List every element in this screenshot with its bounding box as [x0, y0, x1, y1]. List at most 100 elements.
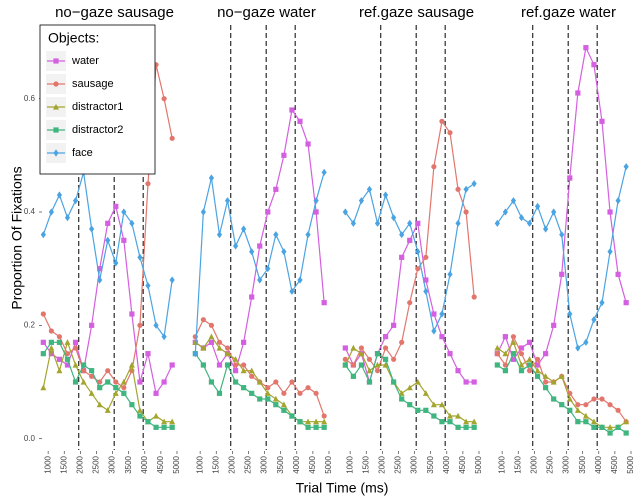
marker	[97, 266, 103, 272]
marker	[559, 271, 565, 277]
marker	[518, 368, 525, 374]
marker	[559, 402, 565, 408]
marker	[615, 271, 621, 277]
marker	[391, 379, 397, 385]
marker	[105, 220, 111, 226]
x-tick-label: 3000	[410, 455, 419, 473]
marker	[447, 130, 453, 136]
marker	[137, 253, 143, 261]
legend: Objects: water sausage distractor1 distracto…	[39, 24, 156, 175]
marker	[256, 378, 263, 385]
marker	[575, 344, 581, 352]
marker	[169, 418, 176, 425]
legend-label: face	[72, 147, 93, 159]
marker	[121, 208, 127, 216]
marker	[48, 344, 55, 351]
marker	[583, 45, 589, 51]
marker	[153, 412, 160, 419]
marker	[281, 248, 287, 256]
marker	[305, 231, 311, 239]
marker	[415, 266, 421, 272]
marker	[305, 141, 311, 147]
marker	[423, 277, 429, 283]
marker	[399, 231, 405, 239]
marker	[615, 407, 621, 413]
series-line	[496, 352, 627, 434]
marker	[216, 344, 223, 351]
marker	[80, 368, 87, 374]
marker	[599, 118, 605, 124]
series-line	[344, 183, 475, 333]
x-tick-label: 1500	[211, 455, 220, 473]
marker	[455, 368, 461, 374]
marker	[550, 378, 557, 385]
legend-label: distractor1	[72, 101, 123, 113]
marker	[121, 390, 127, 396]
x-tick-label: 3500	[426, 455, 435, 473]
marker	[56, 356, 63, 362]
marker	[297, 419, 303, 425]
marker	[297, 276, 303, 284]
facet-title: ref.gaze sausage	[359, 4, 474, 21]
marker	[607, 209, 613, 215]
marker	[208, 322, 215, 328]
marker	[137, 413, 143, 419]
marker	[89, 322, 95, 328]
marker	[145, 419, 151, 425]
marker	[623, 163, 629, 171]
marker	[510, 197, 517, 205]
marker	[526, 362, 533, 368]
marker	[129, 219, 135, 227]
marker	[161, 424, 167, 430]
marker	[248, 367, 255, 374]
marker	[161, 379, 167, 385]
marker	[431, 327, 437, 335]
marker	[455, 186, 461, 192]
x-tick-label: 3500	[276, 455, 285, 473]
marker	[200, 317, 206, 323]
x-tick-label: 1500	[59, 455, 68, 473]
marker	[582, 412, 589, 419]
marker	[313, 390, 319, 396]
marker	[113, 203, 119, 209]
marker	[415, 248, 421, 256]
marker	[455, 412, 462, 419]
marker	[224, 197, 231, 205]
marker	[265, 396, 271, 402]
marker	[471, 424, 477, 430]
marker	[518, 214, 525, 222]
marker	[494, 351, 500, 357]
marker	[502, 334, 508, 340]
x-tick-label: 4000	[442, 455, 451, 473]
marker	[281, 152, 287, 158]
marker	[374, 361, 381, 368]
marker	[358, 362, 365, 368]
marker	[321, 300, 327, 306]
marker	[113, 259, 119, 267]
series-line	[496, 166, 627, 350]
marker	[342, 362, 348, 368]
marker	[447, 419, 453, 425]
marker	[321, 168, 327, 176]
marker	[439, 419, 445, 425]
marker	[161, 96, 167, 102]
marker	[313, 418, 320, 425]
marker	[534, 367, 541, 374]
marker	[112, 390, 119, 396]
marker	[415, 220, 421, 226]
marker	[447, 270, 453, 278]
marker	[414, 378, 421, 385]
marker	[423, 287, 429, 295]
series-line	[42, 172, 173, 339]
marker	[216, 339, 223, 345]
marker	[583, 419, 589, 425]
x-tick-label: 2500	[244, 455, 253, 473]
marker	[273, 186, 279, 192]
x-axis-label: Trial Time (ms)	[296, 480, 389, 496]
marker	[463, 418, 470, 425]
marker	[192, 350, 198, 358]
x-tick-label: 3000	[108, 455, 117, 473]
marker	[169, 362, 175, 368]
x-tick-label: 3500	[124, 455, 133, 473]
